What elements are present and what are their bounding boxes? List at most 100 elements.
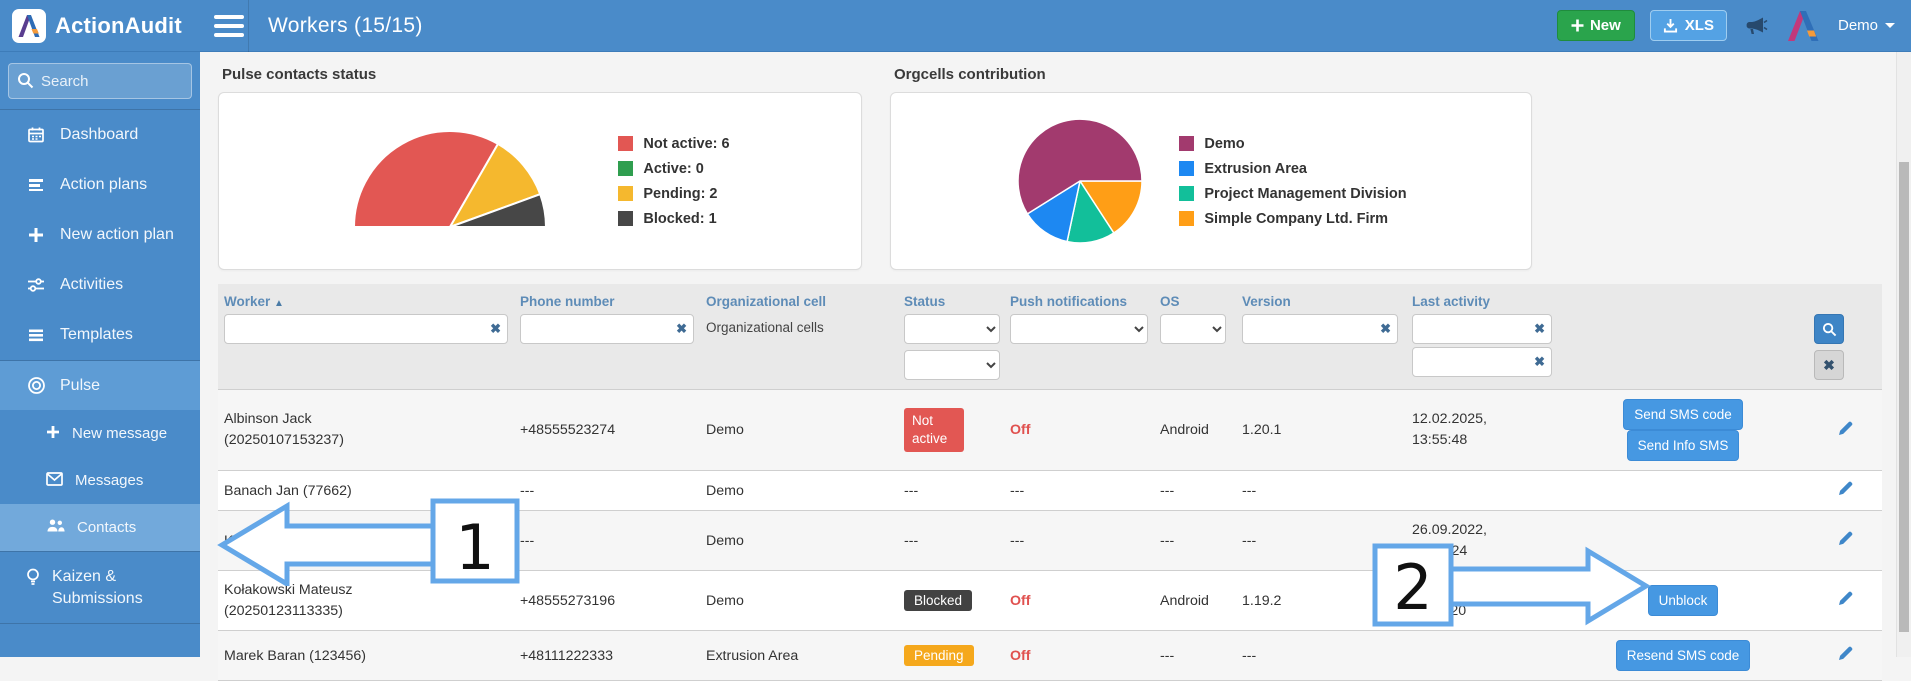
topbar-actions: New XLS Demo [1556, 6, 1911, 46]
clear-filter-icon[interactable]: ✖ [1534, 321, 1545, 336]
os-cell: Android [1160, 592, 1209, 609]
edit-pencil-icon[interactable] [1837, 530, 1854, 547]
col-push[interactable]: Push notifications [1010, 294, 1128, 309]
organizational-cells-link[interactable]: Organizational cells [706, 320, 824, 335]
edit-pencil-icon[interactable] [1837, 590, 1854, 607]
legend-swatch [618, 136, 634, 151]
col-edit [1808, 284, 1882, 312]
os-cell: --- [1160, 482, 1175, 499]
contacts-status-gauge-chart [353, 129, 548, 229]
status-cell: --- [904, 532, 919, 549]
sidebar-item-contacts[interactable]: Contacts [0, 504, 200, 551]
version-cell: 1.20.1 [1242, 422, 1282, 438]
clear-filter-icon[interactable]: ✖ [676, 321, 687, 336]
org-cell: Demo [706, 532, 744, 549]
sidebar-item-messages[interactable]: Messages [0, 457, 200, 504]
version-filter-input[interactable] [1242, 314, 1398, 344]
worker-name: Marek Baran (123456) [224, 647, 366, 664]
sidebar-item-dashboard[interactable]: Dashboard [0, 110, 200, 160]
col-worker[interactable]: Worker ▲ [224, 294, 284, 309]
unblock-button[interactable]: Unblock [1647, 585, 1719, 617]
sidebar-item-templates[interactable]: Templates [0, 310, 200, 360]
scrollbar-thumb[interactable] [1899, 162, 1909, 632]
os-cell: --- [1160, 647, 1175, 664]
sidebar-divider [0, 360, 200, 361]
sidebar: Dashboard Action plans New action plan A… [0, 52, 200, 657]
last-activity-from-input[interactable] [1412, 314, 1552, 344]
legend-swatch [1179, 161, 1195, 176]
worker-id: (20250107153237) [224, 432, 344, 448]
table-row-marek-baran[interactable]: Marek Baran (123456) +48111222333 Extrus… [218, 630, 1882, 681]
send-info-sms-button[interactable]: Send Info SMS [1626, 430, 1740, 461]
new-button[interactable]: New [1556, 10, 1635, 41]
vertical-scrollbar[interactable] [1896, 52, 1911, 657]
col-org[interactable]: Organizational cell [706, 294, 827, 309]
panel-title: Orgcells contribution [894, 66, 1046, 83]
search-input[interactable] [8, 63, 192, 99]
resend-sms-code-button[interactable]: Resend SMS code [1615, 640, 1751, 672]
col-os[interactable]: OS [1160, 294, 1180, 309]
list-icon [26, 176, 46, 194]
pulse-contacts-card: Not active: 6 Active: 0 Pending: 2 Block… [218, 92, 862, 270]
send-sms-code-button[interactable]: Send SMS code [1623, 399, 1743, 430]
user-menu[interactable]: Demo [1838, 17, 1895, 34]
col-status[interactable]: Status [904, 294, 946, 309]
brand[interactable]: ActionAudit [0, 8, 200, 43]
plus-icon [1571, 19, 1584, 32]
clear-filter-icon[interactable]: ✖ [1534, 354, 1545, 369]
search-icon [18, 73, 34, 89]
legend-item: Blocked: 1 [618, 211, 729, 227]
filter-row: ✖ ✖ Organizational cells [218, 312, 1882, 390]
last-activity-time: 13:55:48 [1412, 432, 1468, 448]
menu-lines-icon [26, 326, 46, 344]
push-filter-select[interactable] [1010, 314, 1148, 344]
edit-pencil-icon[interactable] [1837, 480, 1854, 497]
phone-cell: +48555523274 [520, 422, 616, 438]
clear-filter-icon[interactable]: ✖ [1380, 321, 1391, 336]
os-cell: Android [1160, 422, 1209, 438]
user-name: Demo [1837, 17, 1878, 34]
xls-export-button[interactable]: XLS [1649, 10, 1727, 41]
sliders-icon [26, 276, 46, 294]
calendar-icon [26, 126, 46, 144]
sidebar-item-activities[interactable]: Activities [0, 260, 200, 310]
menu-toggle-icon[interactable] [214, 14, 244, 37]
sidebar-item-pulse[interactable]: Pulse [0, 361, 200, 410]
brand-name: ActionAudit [55, 12, 182, 38]
plus-icon [26, 227, 46, 243]
push-cell: --- [1010, 532, 1025, 549]
clear-filter-icon[interactable]: ✖ [490, 321, 501, 336]
last-activity-to-input[interactable] [1412, 347, 1552, 377]
col-last-activity[interactable]: Last activity [1412, 294, 1491, 309]
clear-filters-button[interactable]: ✖ [1814, 350, 1844, 380]
legend-swatch [1179, 186, 1195, 201]
announcements-icon[interactable] [1742, 14, 1768, 38]
push-cell: Off [1010, 592, 1031, 609]
os-filter-select[interactable] [1160, 314, 1226, 344]
col-version[interactable]: Version [1242, 294, 1291, 309]
sidebar-item-action-plans[interactable]: Action plans [0, 160, 200, 210]
worker-filter-input[interactable] [224, 314, 508, 344]
worker-name: Banach Jan (77662) [224, 482, 352, 499]
orgcells-pie-chart [1017, 118, 1144, 244]
push-cell: Off [1010, 422, 1031, 438]
status-filter-select-2[interactable] [904, 350, 1000, 380]
table-row-banach-jan[interactable]: Banach Jan (77662) --- Demo --- --- --- … [218, 470, 1882, 511]
apply-filters-button[interactable] [1814, 314, 1844, 344]
phone-filter-input[interactable] [520, 314, 694, 344]
version-cell: --- [1242, 482, 1257, 499]
status-filter-select-1[interactable] [904, 314, 1000, 344]
edit-pencil-icon[interactable] [1837, 645, 1854, 662]
table-row-albinson-jack[interactable]: Albinson Jack (20250107153237) +48555523… [218, 389, 1882, 471]
avatar[interactable] [1783, 6, 1823, 46]
sidebar-item-kaizen-submissions[interactable]: Kaizen & Submissions [0, 552, 200, 623]
topbar-divider [248, 0, 249, 52]
edit-pencil-icon[interactable] [1837, 420, 1854, 437]
annotation-arrow-2: 2 [1372, 543, 1651, 627]
sidebar-item-new-action-plan[interactable]: New action plan [0, 210, 200, 260]
col-phone[interactable]: Phone number [520, 294, 615, 309]
plus-icon [46, 425, 60, 443]
sidebar-item-new-message[interactable]: New message [0, 410, 200, 457]
actionaudit-logo-icon [12, 8, 46, 43]
